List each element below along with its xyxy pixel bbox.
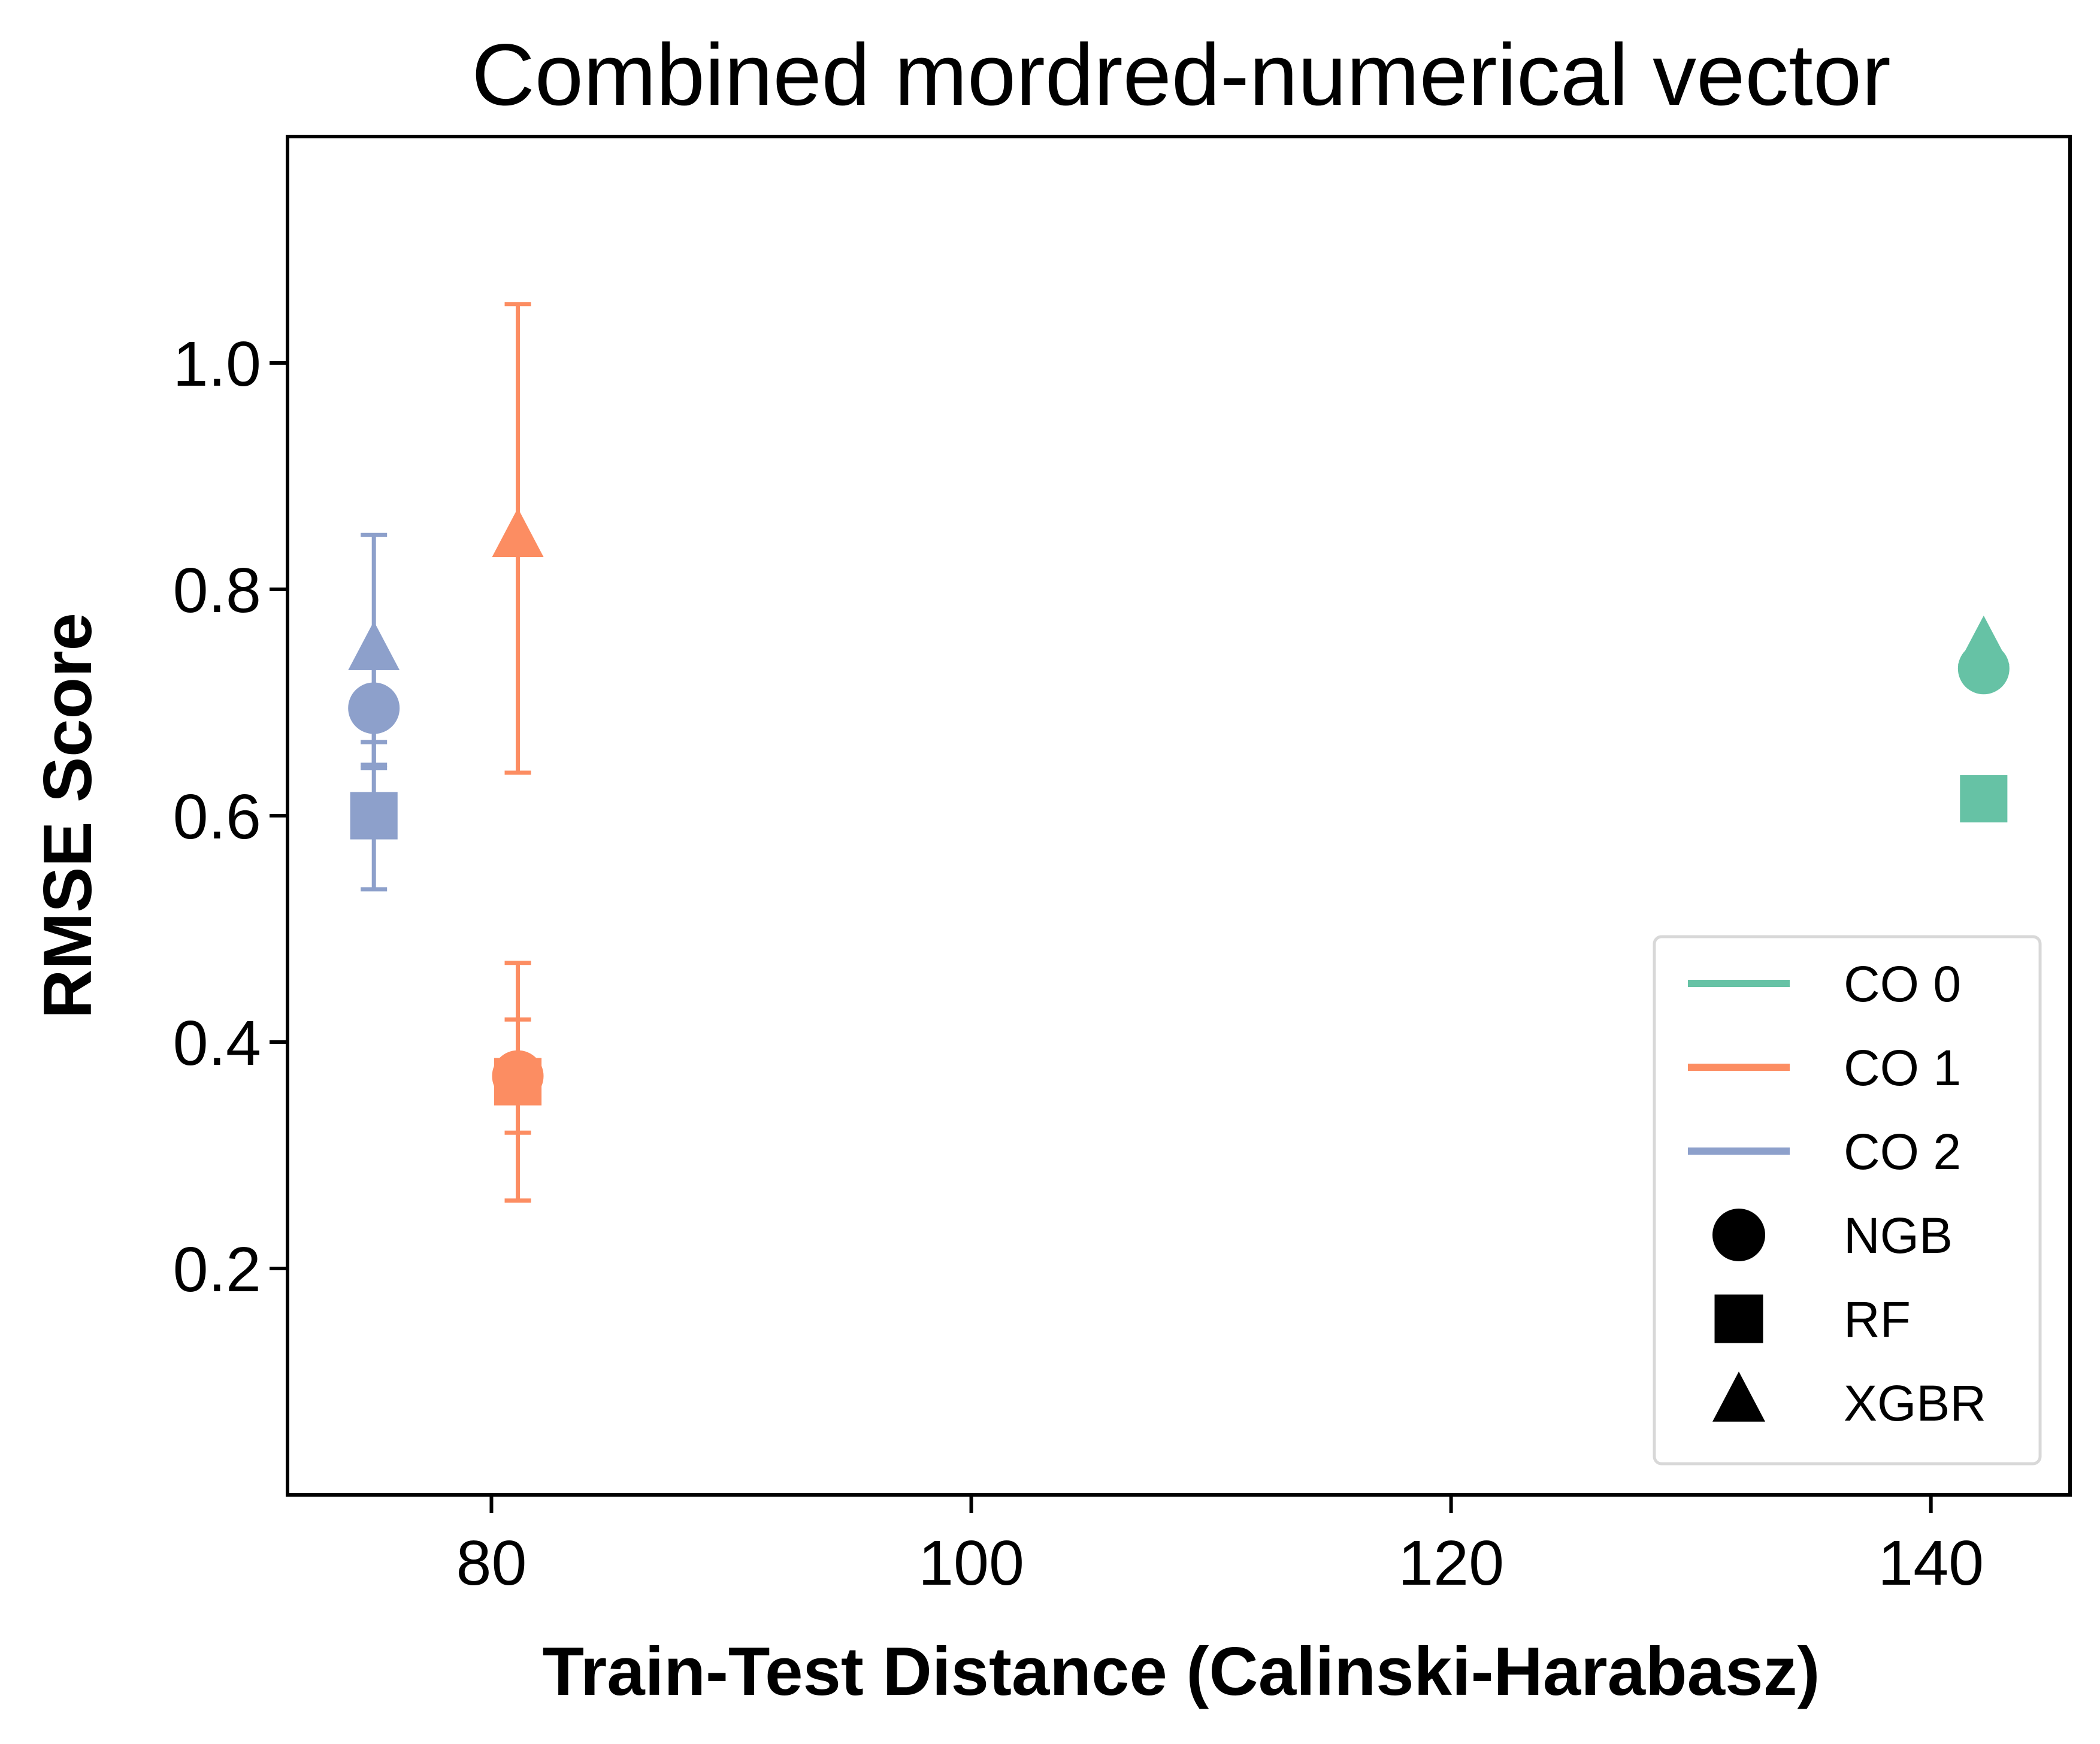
legend-entry-rf: RF (1714, 1291, 1911, 1348)
data-point-xgbr (1957, 615, 2010, 665)
plot-area (348, 302, 2010, 1203)
legend: CO 0 CO 1 CO 2 NGB RF XGBR (1653, 935, 2042, 1466)
legend-label: NGB (1844, 1207, 1953, 1264)
legend-label: XGBR (1844, 1375, 1986, 1431)
legend-label: CO 1 (1844, 1040, 1961, 1096)
data-point-xgbr (492, 508, 544, 557)
x-tick-label: 140 (1878, 1528, 1984, 1598)
legend-entry-xgbr: XGBR (1712, 1371, 1986, 1431)
y-axis: 0.2 0.4 0.6 0.8 1.0 (173, 329, 288, 1305)
legend-label: CO 2 (1844, 1124, 1961, 1180)
data-point-rf (350, 792, 398, 840)
x-axis-label: Train-Test Distance (Calinski-Harabasz) (543, 1634, 1820, 1710)
legend-circle-swatch (1712, 1209, 1765, 1261)
chart-title: Combined mordred-numerical vector (471, 26, 1890, 123)
data-point-rf (1960, 775, 2008, 823)
y-tick-label: 0.6 (173, 782, 261, 852)
legend-entry-ngb: NGB (1712, 1207, 1953, 1264)
legend-entry-co-2: CO 2 (1688, 1124, 1961, 1180)
data-point-xgbr (348, 621, 400, 670)
legend-label: RF (1844, 1291, 1911, 1348)
y-tick-label: 0.8 (173, 555, 261, 626)
legend-label: CO 0 (1844, 956, 1961, 1012)
y-axis-label: RMSE Score (30, 613, 106, 1019)
x-axis: 80 100 120 140 (456, 1495, 1984, 1598)
legend-triangle-swatch (1712, 1371, 1765, 1422)
series-co-1 (492, 302, 544, 1203)
data-point-rf (494, 1058, 542, 1106)
x-tick-label: 100 (918, 1528, 1024, 1598)
series-co-0 (1957, 615, 2010, 823)
legend-entry-co-0: CO 0 (1688, 956, 1961, 1012)
y-tick-label: 0.2 (173, 1234, 261, 1305)
x-tick-label: 80 (456, 1528, 527, 1598)
y-tick-label: 0.4 (173, 1008, 261, 1079)
legend-square-swatch (1714, 1294, 1763, 1343)
x-tick-label: 120 (1398, 1528, 1504, 1598)
y-tick-label: 1.0 (173, 329, 261, 399)
legend-entry-co-1: CO 1 (1688, 1040, 1961, 1096)
series-co-2 (348, 532, 400, 892)
